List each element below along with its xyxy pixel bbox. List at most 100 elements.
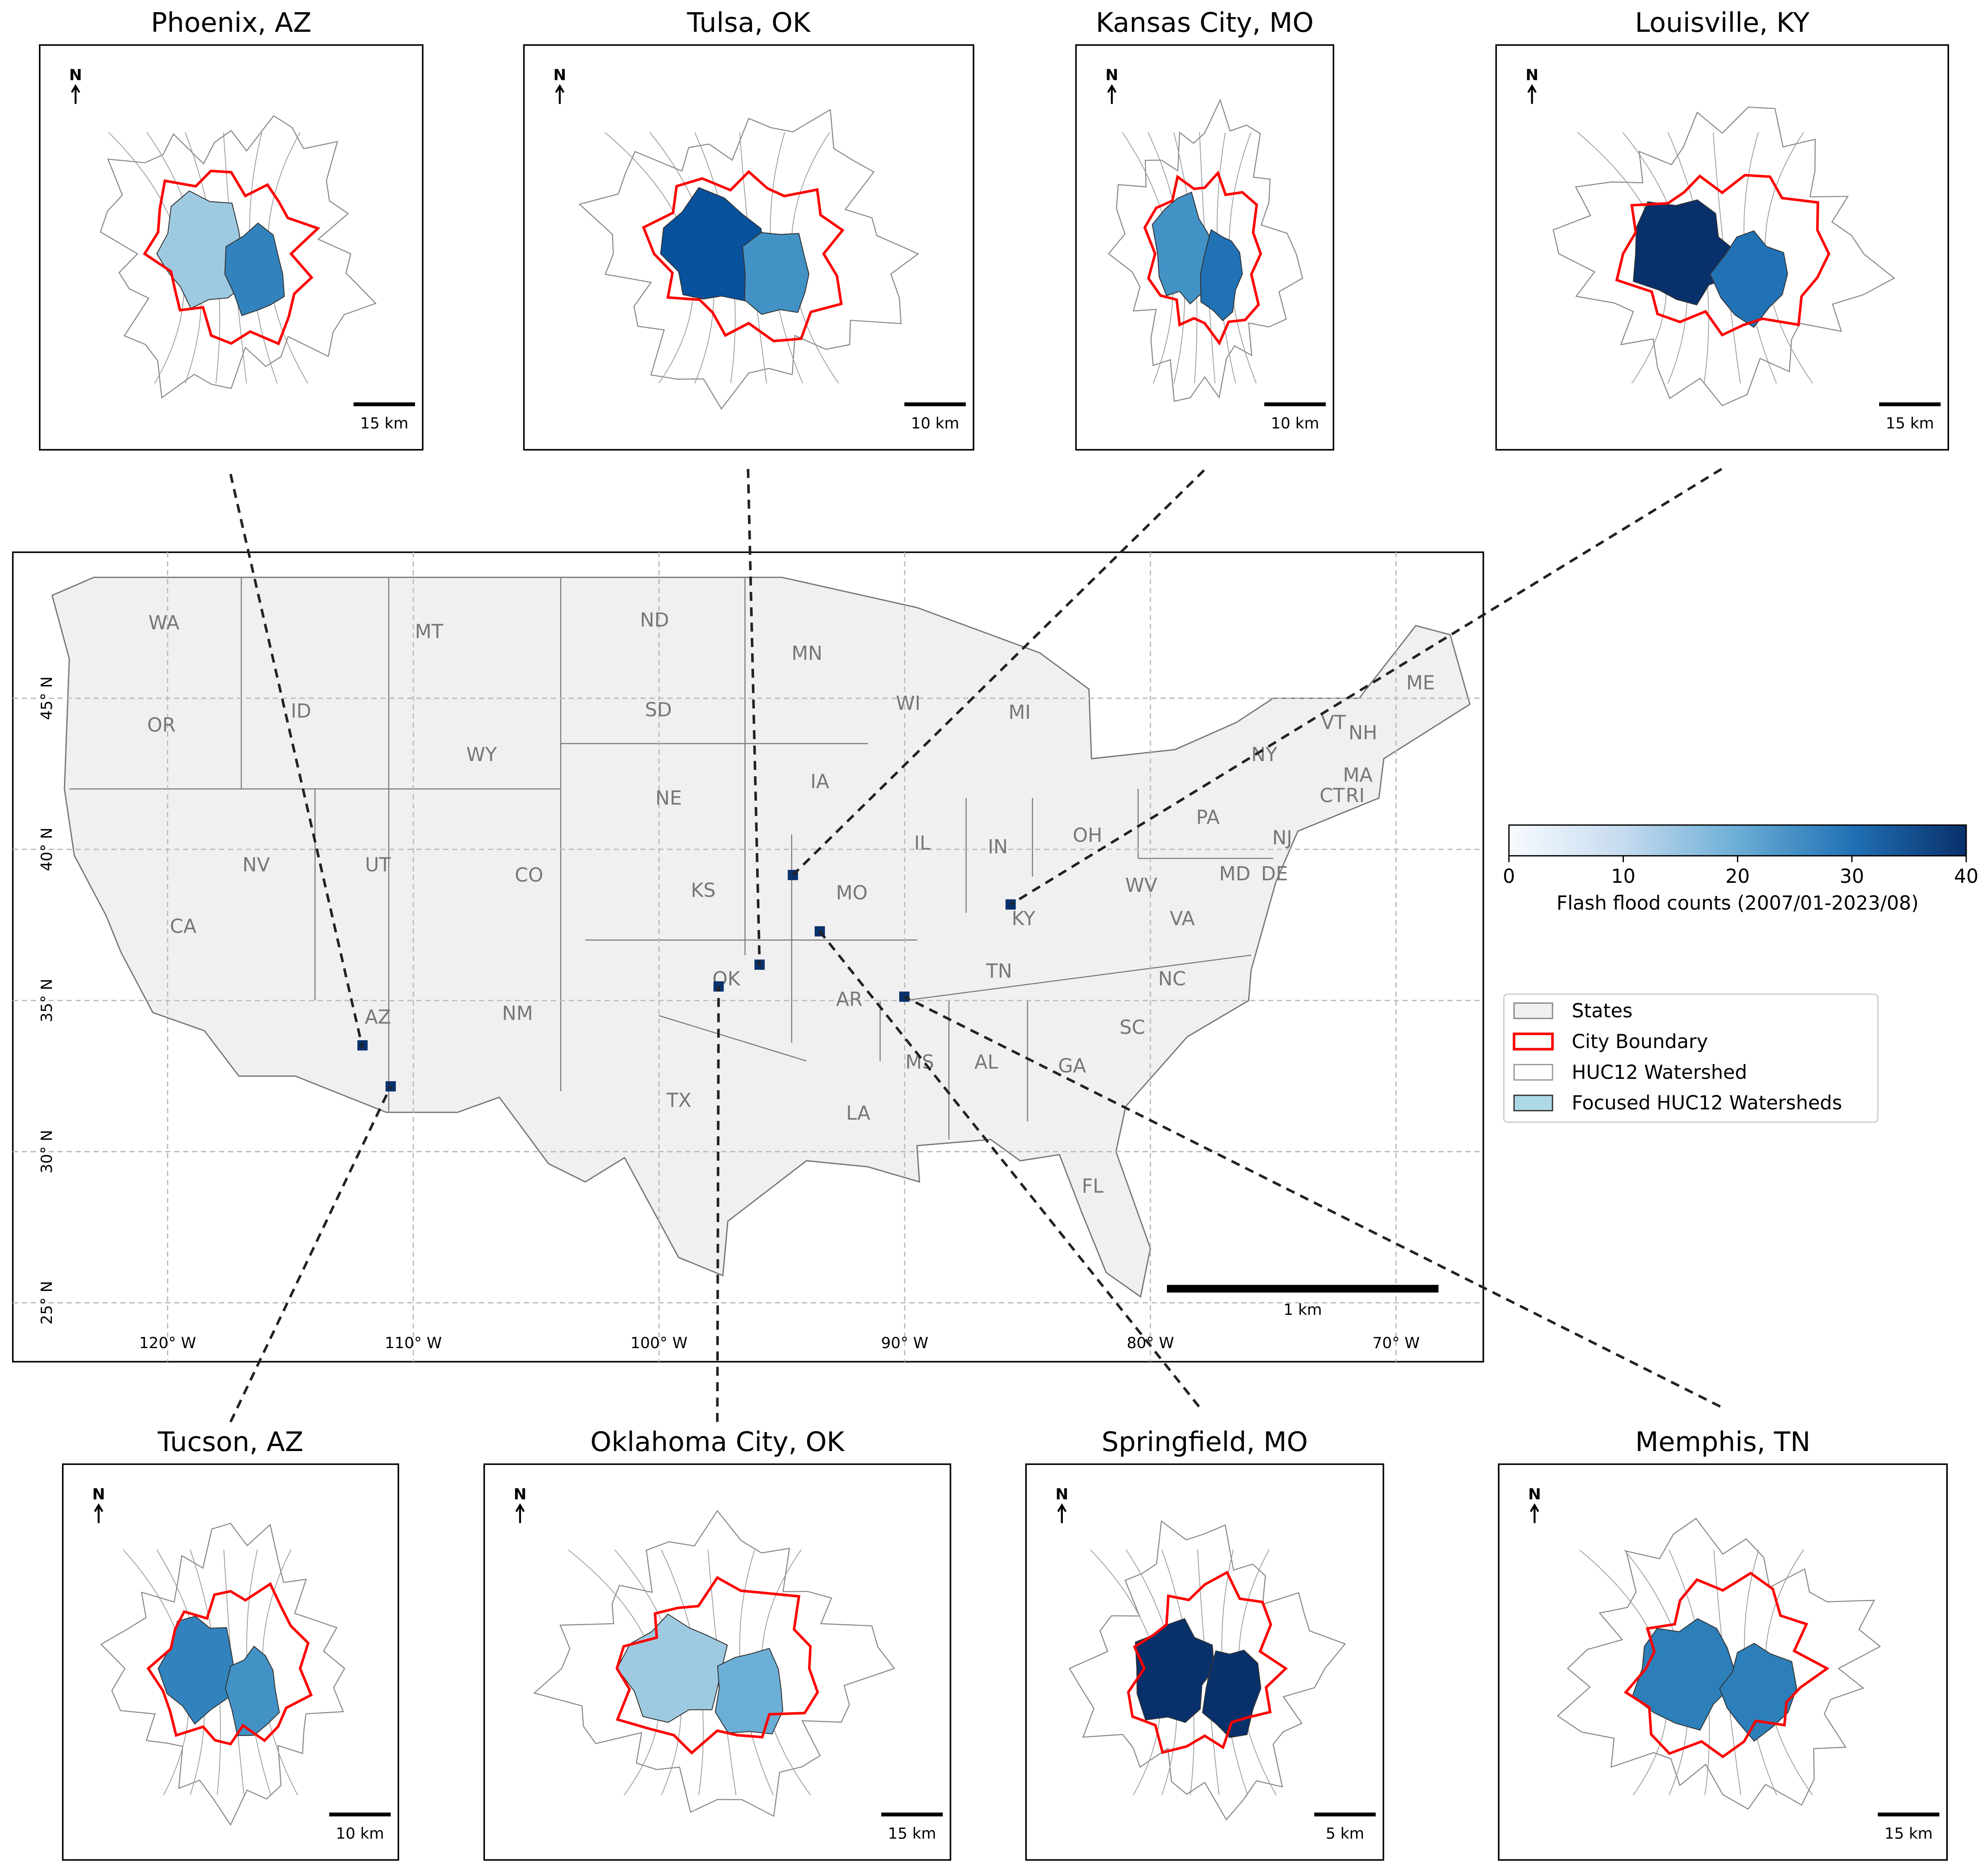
scale-label: 10 km <box>336 1825 384 1843</box>
legend-patch <box>1513 1002 1553 1019</box>
state-label: WI <box>896 692 921 715</box>
state-label: ME <box>1406 672 1435 694</box>
connectors <box>229 468 1722 1423</box>
x-tick-label: 90° W <box>881 1334 929 1352</box>
state-label: NJ <box>1272 826 1292 849</box>
state-label: IN <box>988 835 1008 858</box>
scale-label: 15 km <box>1886 414 1934 432</box>
x-tick-label: 100° W <box>631 1334 687 1352</box>
state-label: WY <box>466 743 497 766</box>
state-label: WA <box>149 611 180 634</box>
state-label: IL <box>914 831 931 854</box>
legend-box <box>1503 993 1879 1123</box>
inset-title: Tucson, AZ <box>157 1426 303 1458</box>
scale-bar <box>1167 1285 1439 1293</box>
state-label: KY <box>1012 907 1036 930</box>
focused-watershed <box>157 1615 238 1725</box>
city-boundary <box>1143 170 1262 346</box>
state-label: CT <box>1320 784 1345 807</box>
state-label: OH <box>1073 824 1103 846</box>
legend-label: HUC12 Watershed <box>1572 1061 1747 1083</box>
legend-patch <box>1513 1095 1553 1112</box>
state-label: NE <box>655 787 682 809</box>
connector <box>716 986 720 1422</box>
scale-bar <box>1314 1813 1376 1817</box>
state-label: TN <box>986 959 1012 982</box>
focused-watershed <box>156 190 248 309</box>
scale-bar <box>1264 402 1326 406</box>
colorbar-tick-label: 0 <box>1503 865 1515 887</box>
state-label: AR <box>836 988 862 1010</box>
north-arrow <box>1527 84 1537 104</box>
legend-label: City Boundary <box>1572 1030 1708 1053</box>
focused-watershed <box>224 222 285 316</box>
focused-watershed <box>1202 1649 1262 1738</box>
state-label: NV <box>242 853 270 876</box>
state-border <box>659 1015 807 1061</box>
state-label: MN <box>792 642 823 664</box>
state-label: CA <box>170 915 197 937</box>
state-label: NM <box>502 1002 533 1024</box>
connector <box>229 474 364 1049</box>
state-label: SD <box>645 698 672 721</box>
city-marker <box>1006 899 1016 910</box>
state-label: VA <box>1170 907 1195 930</box>
colorbar-tick-label: 20 <box>1725 865 1749 887</box>
x-tick-label: 110° W <box>385 1334 441 1352</box>
north-label: N <box>1106 66 1118 84</box>
x-tick-label: 70° W <box>1372 1334 1420 1352</box>
connector <box>792 469 1205 876</box>
state-label: AL <box>975 1051 998 1073</box>
state-label: VT <box>1321 711 1346 734</box>
focused-watershed <box>715 1648 783 1735</box>
state-label: OR <box>147 714 176 736</box>
state-label: SC <box>1120 1016 1145 1038</box>
inset-title: Kansas City, MO <box>1096 7 1314 38</box>
scale-label: 5 km <box>1326 1825 1364 1843</box>
scale-label: 10 km <box>1271 414 1319 432</box>
north-label: N <box>69 66 82 84</box>
state-label: NC <box>1158 967 1186 990</box>
state-label: RI <box>1346 784 1365 807</box>
scale-label: 15 km <box>1884 1825 1932 1843</box>
state-label: UT <box>365 853 391 876</box>
city-boundary <box>1615 174 1831 337</box>
north-label: N <box>513 1485 526 1503</box>
colorbar-tick-label: 10 <box>1611 865 1635 887</box>
colorbar-label: Flash flood counts (2007/01-2023/08) <box>1557 892 1919 914</box>
scale-label: 15 km <box>888 1825 936 1843</box>
focused-watershed <box>1200 229 1243 321</box>
city-boundary <box>615 1576 819 1755</box>
legend-label: States <box>1572 999 1632 1022</box>
focused-watershed <box>1719 1643 1797 1742</box>
inset-title: Tulsa, OK <box>687 7 811 38</box>
focused-watershed <box>660 187 767 302</box>
state-label: GA <box>1058 1054 1087 1077</box>
connector <box>746 469 761 966</box>
north-arrow <box>94 1503 103 1523</box>
x-tick-label: 120° W <box>139 1334 196 1352</box>
north-arrow <box>555 84 564 104</box>
connector <box>229 1086 392 1423</box>
colorbar-gradient <box>1508 824 1967 856</box>
colorbar-tick-label: 40 <box>1954 865 1978 887</box>
focused-watershed <box>1709 230 1788 328</box>
inset-title: Memphis, TN <box>1635 1426 1811 1458</box>
state-label: MT <box>415 620 444 643</box>
colorbar-tick-label: 30 <box>1840 865 1864 887</box>
y-tick-label: 25° N <box>38 1281 56 1325</box>
scale-bar <box>329 1813 391 1817</box>
north-label: N <box>1526 66 1539 84</box>
state-label: FL <box>1082 1175 1103 1197</box>
legend-patch <box>1513 1032 1554 1051</box>
state-label: DE <box>1261 862 1288 885</box>
connector <box>903 995 1721 1408</box>
north-arrow <box>1530 1503 1539 1523</box>
scale-bar <box>1878 1813 1939 1817</box>
scale-label: 15 km <box>360 414 408 432</box>
scale-bar <box>904 402 966 406</box>
insets: Phoenix, AZ N 15 km Tulsa, OK N 10 km Kansas C… <box>39 7 1949 1861</box>
state-label: LA <box>846 1102 871 1124</box>
north-arrow <box>1107 84 1117 104</box>
